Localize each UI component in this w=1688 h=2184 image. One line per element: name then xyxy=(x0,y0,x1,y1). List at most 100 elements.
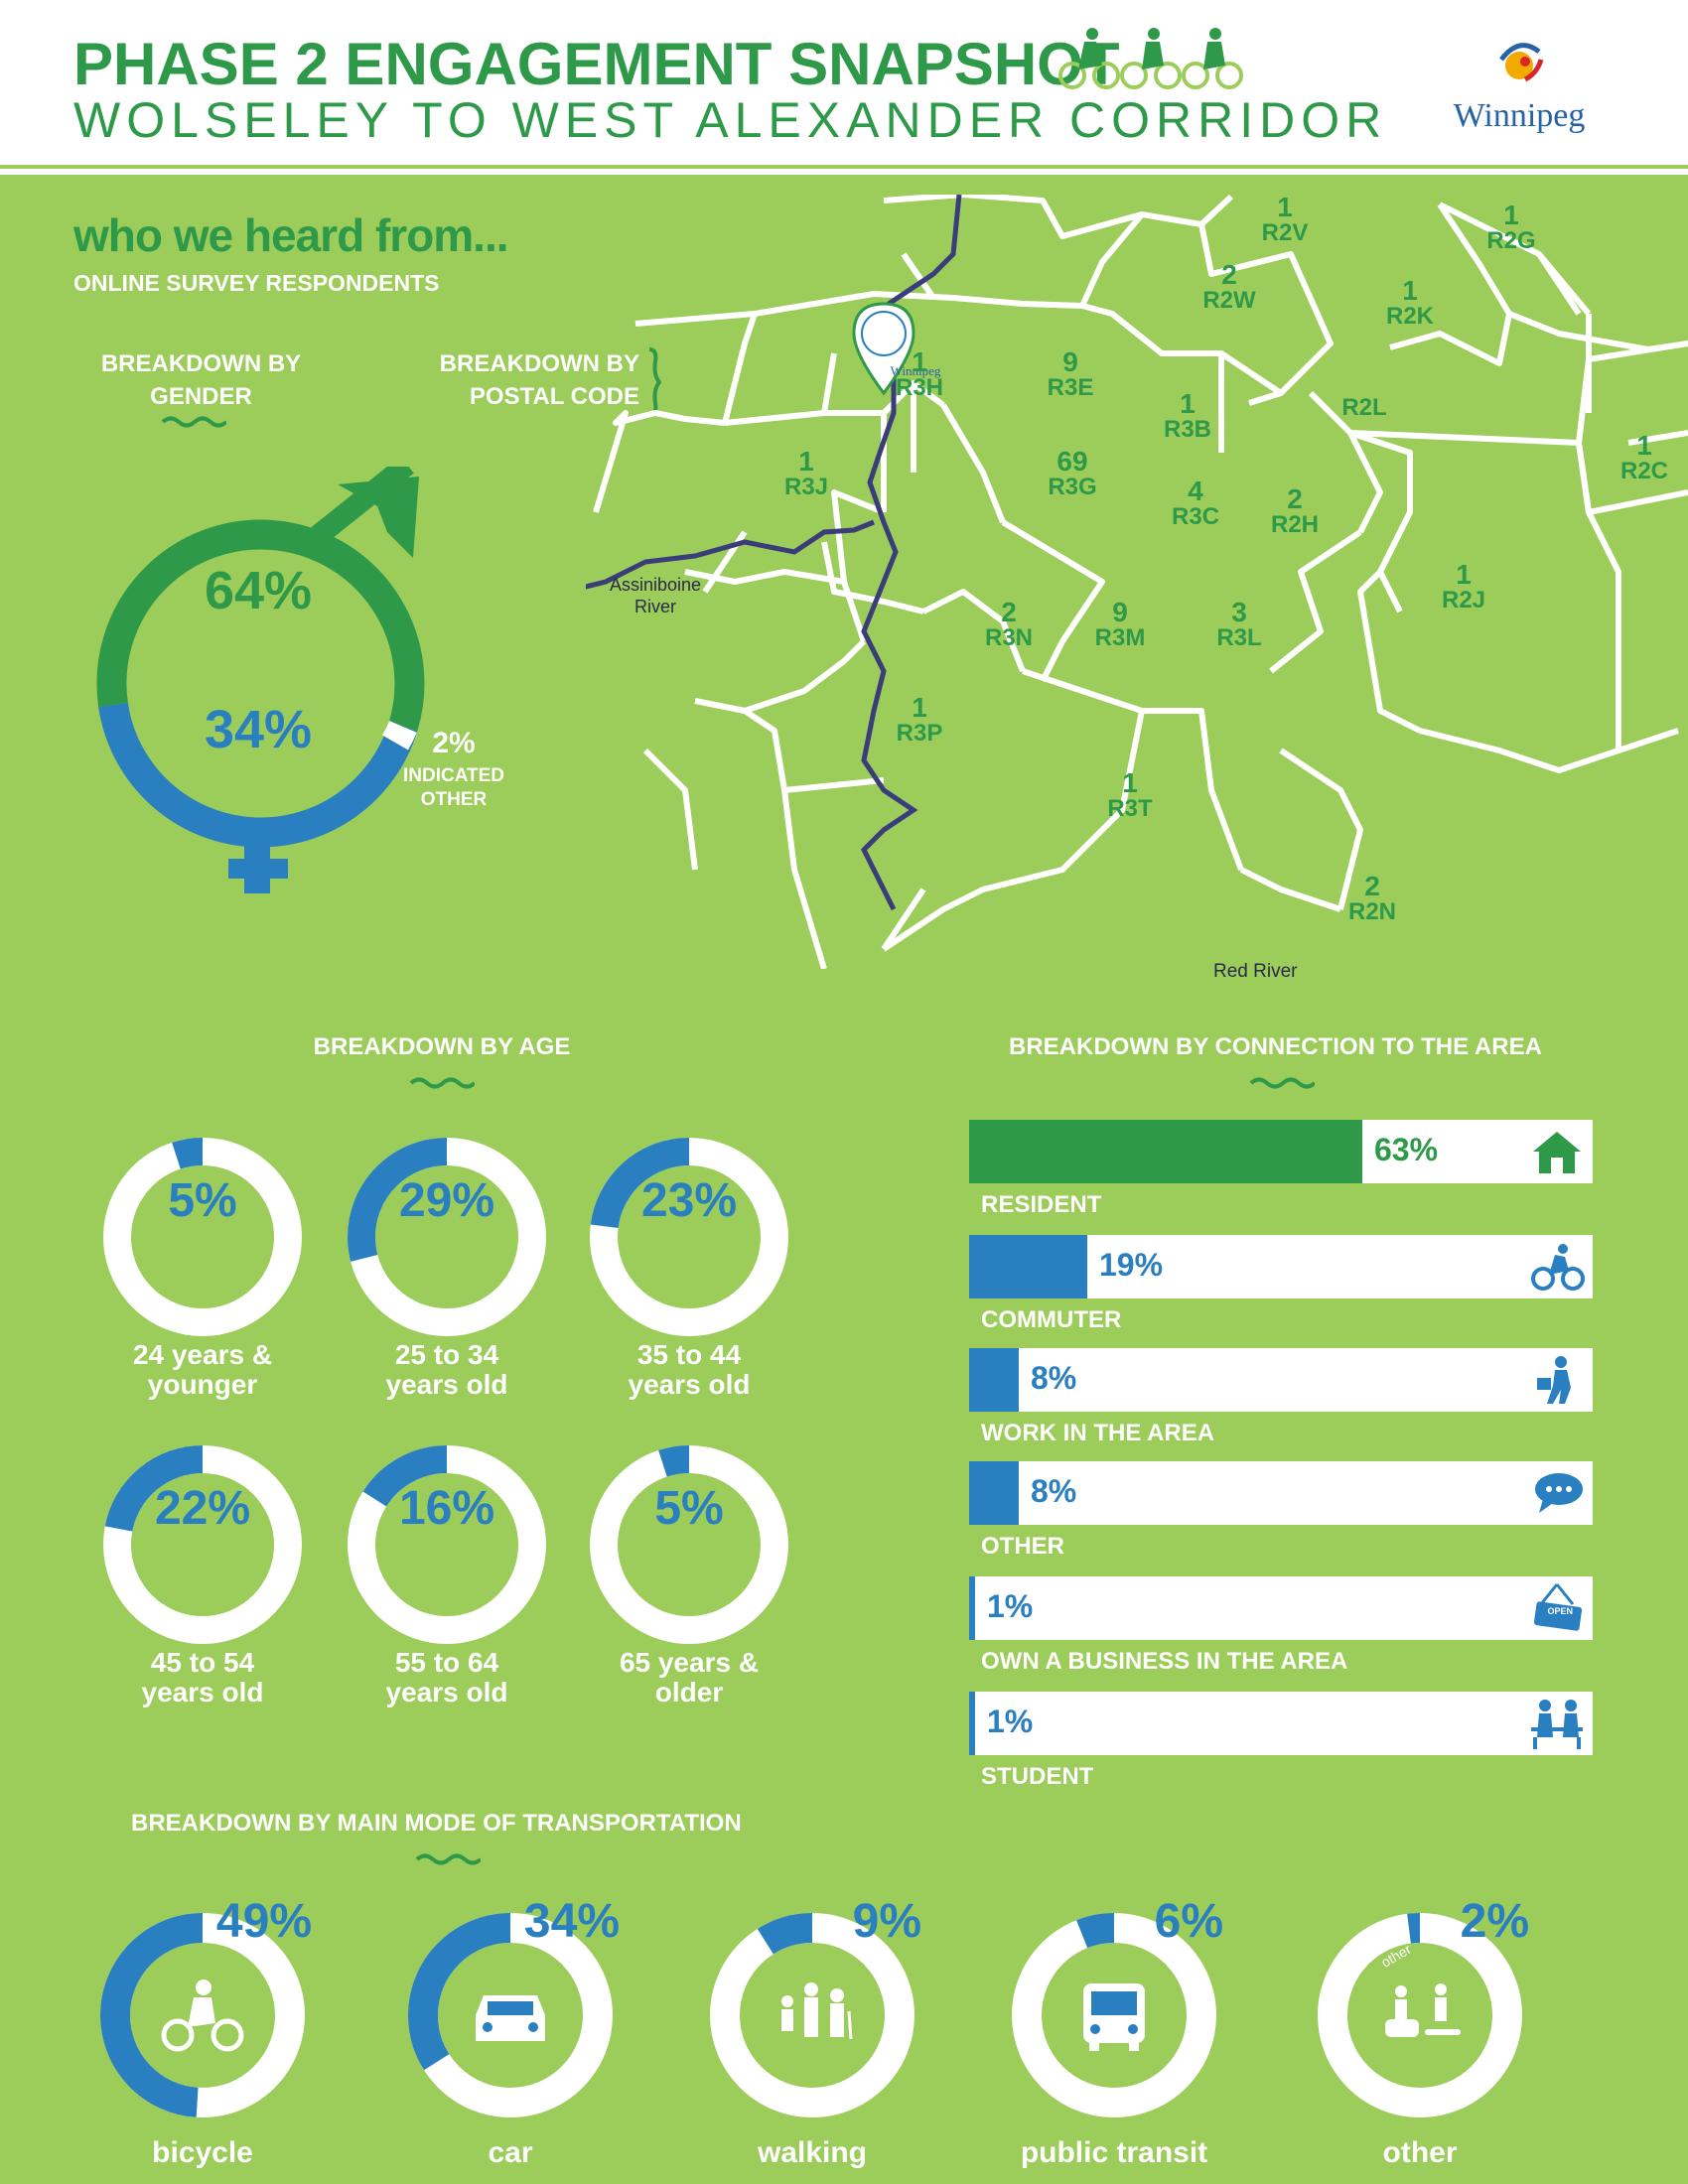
donut-value-arc xyxy=(348,1138,546,1336)
connection-bar-fill xyxy=(969,1461,1019,1525)
age-group-label-line2: years old xyxy=(141,1677,264,1707)
transport-percent: 6% xyxy=(1154,1895,1223,1948)
age-donut xyxy=(590,1445,788,1644)
postal-code: R2W xyxy=(1202,287,1256,314)
postal-count: 2 xyxy=(1364,871,1380,901)
gender-label-line2: GENDER xyxy=(150,383,252,410)
postal-area-r2h: 2 R2H xyxy=(1255,483,1335,538)
postal-count: 1 xyxy=(1277,192,1293,222)
postal-count: 1 xyxy=(798,446,814,477)
connection-bar-fill xyxy=(969,1235,1087,1298)
connection-bar: 19% xyxy=(969,1235,1593,1298)
transport-label-text: public transit xyxy=(1020,2136,1208,2169)
connection-label-text: OWN A BUSINESS IN THE AREA xyxy=(981,1648,1348,1675)
postal-count: 1 xyxy=(912,346,927,377)
postal-count: 1 xyxy=(1503,200,1519,230)
postal-code: R3T xyxy=(1107,795,1153,822)
male-arrow-head-icon xyxy=(338,477,419,558)
age-group-label: 55 to 64 years old xyxy=(328,1648,566,1707)
postal-code: R3G xyxy=(1048,474,1097,500)
postal-count: 2 xyxy=(1221,259,1237,290)
connection-percent: 19% xyxy=(1099,1247,1164,1283)
age-percent: 5% xyxy=(168,1174,237,1227)
connection-label-text: COMMUTER xyxy=(981,1306,1122,1333)
age-percent: 23% xyxy=(640,1174,738,1227)
squiggle-divider xyxy=(409,1077,475,1089)
open-sign-icon xyxy=(1533,1583,1583,1631)
donut-value-arc xyxy=(1318,1913,1522,2117)
postal-area-r2c: 1 R2C xyxy=(1605,432,1684,484)
postal-area-r3j: 1 R3J xyxy=(767,446,846,500)
connection-percent: 8% xyxy=(1031,1360,1077,1396)
section-subheading: ONLINE SURVEY RESPONDENTS xyxy=(73,270,440,296)
postal-count: 1 xyxy=(912,692,927,723)
postal-code: R2L xyxy=(1341,394,1387,421)
car-icon xyxy=(476,1995,545,2041)
other-label-line2: OTHER xyxy=(420,789,488,810)
location-pin-icon xyxy=(852,302,915,396)
assiniboine-label-line2: River xyxy=(633,597,676,616)
age-group-label-line2: years old xyxy=(385,1369,508,1400)
age-group-label: 45 to 54 years old xyxy=(83,1648,322,1707)
transport-percent: 34% xyxy=(523,1895,620,1948)
age-group-label-line2: younger xyxy=(147,1369,258,1400)
page-subtitle: WOLSELEY TO WEST ALEXANDER CORRIDOR xyxy=(73,92,1388,148)
gender-chart xyxy=(96,467,425,893)
age-group-label: 24 years & younger xyxy=(83,1340,322,1400)
age-group-label-line1: 25 to 34 xyxy=(394,1339,499,1370)
open-sign-text: OPEN xyxy=(1547,1606,1573,1616)
connection-bar-fill xyxy=(969,1348,1019,1412)
postal-count: 9 xyxy=(1112,597,1128,627)
postal-code: R3C xyxy=(1171,503,1219,530)
transport-donut xyxy=(100,1913,305,2117)
assiniboine-label: Assiniboine River xyxy=(596,574,715,617)
transport-donut xyxy=(1318,1913,1522,2117)
transport-donut xyxy=(408,1913,613,2117)
gender-label: BREAKDOWN BY GENDER xyxy=(60,347,343,413)
age-group-label-line1: 35 to 44 xyxy=(636,1339,742,1370)
postal-code: R3P xyxy=(896,720,943,747)
age-group-label-line1: 65 years & xyxy=(619,1647,760,1678)
walking-icon xyxy=(781,1982,853,2040)
postal-area-r3b: 1 R3B xyxy=(1148,390,1227,443)
transport-donut xyxy=(710,1913,914,2117)
postal-count: 3 xyxy=(1231,597,1247,627)
donut-value-arc xyxy=(590,1138,788,1336)
postal-label: BREAKDOWN BY POSTAL CODE xyxy=(431,347,639,413)
age-group-label-line2: years old xyxy=(385,1677,508,1707)
age-group-label-line1: 55 to 64 xyxy=(394,1647,499,1678)
connection-bar-fill xyxy=(969,1576,975,1640)
postal-code: R3M xyxy=(1094,624,1146,651)
age-donut xyxy=(103,1445,302,1644)
postal-code: R3N xyxy=(984,624,1033,651)
other-label: INDICATED OTHER xyxy=(389,764,518,812)
postal-count: 1 xyxy=(1402,275,1418,306)
connection-bar-fill xyxy=(969,1692,975,1755)
postal-area-r2k: 1 R2K xyxy=(1370,275,1450,330)
donut-value-arc xyxy=(590,1445,788,1644)
connection-bar-fill xyxy=(969,1120,1362,1183)
postal-area-r2v: 1 R2V xyxy=(1245,192,1325,246)
transport-donut xyxy=(1012,1913,1216,2117)
age-donut xyxy=(348,1445,546,1644)
male-arc xyxy=(96,519,425,732)
transport-label-text: car xyxy=(488,2136,533,2169)
age-group-label: 35 to 44 years old xyxy=(570,1340,808,1400)
male-arrow-shaft xyxy=(311,467,414,545)
header-divider xyxy=(0,169,1688,175)
donut-value-arc xyxy=(1012,1913,1216,2117)
logo-mark-icon xyxy=(1499,43,1544,82)
age-label: BREAKDOWN BY AGE xyxy=(313,1033,571,1060)
postal-area-r3e: 9 R3E xyxy=(1031,348,1110,401)
postal-count: 2 xyxy=(1287,483,1303,514)
connection-bar: 1% xyxy=(969,1692,1593,1755)
postal-code: R3B xyxy=(1163,416,1211,443)
connection-label-text: OTHER xyxy=(981,1533,1064,1560)
red-river-line xyxy=(860,195,962,911)
female-cross-horizontal xyxy=(228,859,288,879)
postal-area-r2n: 2 R2N xyxy=(1333,871,1412,925)
brace-icon xyxy=(648,347,661,417)
postal-count: 69 xyxy=(1056,446,1088,477)
age-percent: 22% xyxy=(154,1482,251,1535)
donut-value-arc xyxy=(100,1913,305,2117)
